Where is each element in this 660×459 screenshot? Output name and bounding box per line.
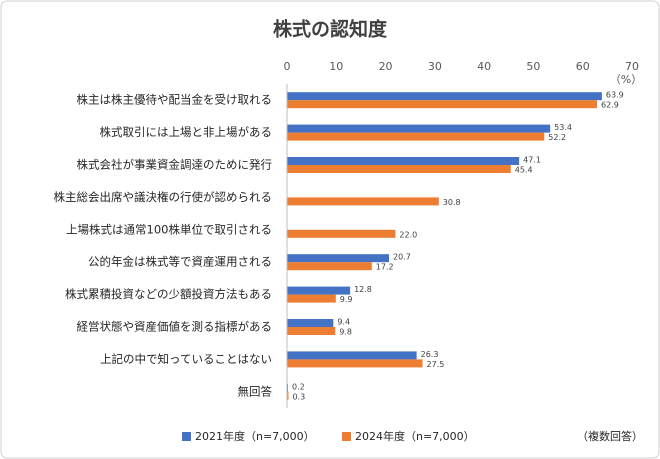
bar <box>287 359 423 368</box>
y-tick-label: 経営状態や資産価値を測る指標がある <box>77 320 273 334</box>
bar <box>287 319 334 327</box>
x-tick-label: 0 <box>284 60 291 73</box>
data-label: 20.7 <box>393 253 411 262</box>
bar <box>287 157 520 165</box>
bar <box>287 132 545 141</box>
legend-label: 2021年度（n=7,000） <box>195 429 315 443</box>
data-label: 27.5 <box>427 360 445 369</box>
x-tick-label: 30 <box>428 60 442 73</box>
data-label: 53.4 <box>554 123 572 132</box>
data-label: 62.9 <box>601 101 619 110</box>
bar <box>287 391 289 400</box>
y-tick-label: 株主は株主優待や配当金を受け取れる <box>77 93 273 107</box>
y-tick-label: 無回答 <box>238 384 273 398</box>
data-label: 22.0 <box>399 230 417 239</box>
x-tick-label: 40 <box>477 60 491 73</box>
data-label: 47.1 <box>523 156 541 165</box>
chart-title: 株式の認知度 <box>273 18 388 41</box>
data-label: 63.9 <box>606 91 624 100</box>
bar <box>287 294 336 303</box>
data-label: 0.3 <box>292 392 305 401</box>
bar <box>287 124 551 133</box>
data-label: 9.9 <box>340 295 353 304</box>
data-label: 45.4 <box>515 166 533 175</box>
y-tick-label: 公的年金は株式等で資産運用される <box>88 255 272 269</box>
y-tick-label: 上記の中で知っていることはない <box>100 352 272 366</box>
data-label: 52.2 <box>548 133 566 142</box>
legend-swatch <box>182 432 191 441</box>
bar <box>287 197 439 206</box>
bar <box>287 92 602 101</box>
legend-swatch <box>342 432 351 441</box>
data-label: 30.8 <box>443 198 461 207</box>
bar <box>287 229 396 238</box>
y-tick-label: 株式累積投資などの少額投資方法もある <box>65 287 272 301</box>
data-label: 17.2 <box>376 263 394 272</box>
bar <box>287 351 417 360</box>
bar <box>287 254 390 263</box>
bar <box>287 327 336 335</box>
legend-label: 2024年度（n=7,000） <box>355 429 475 443</box>
y-tick-label: 株式取引には上場と非上場がある <box>100 125 273 139</box>
x-tick-label: 70 <box>625 60 639 73</box>
x-tick-label: 50 <box>526 60 540 73</box>
bar <box>287 165 511 173</box>
x-tick-label: 10 <box>329 60 343 73</box>
x-tick-label: 20 <box>379 60 393 73</box>
data-label: 0.2 <box>292 382 305 391</box>
x-axis-unit: （%） <box>610 73 642 86</box>
bar <box>287 100 598 109</box>
x-tick-label: 60 <box>576 60 590 73</box>
note: （複数回答） <box>577 429 643 443</box>
data-label: 12.8 <box>354 285 372 294</box>
data-label: 9.8 <box>339 328 352 337</box>
bar <box>287 262 372 271</box>
y-tick-label: 株式会社が事業資金調達のために発行 <box>77 158 273 172</box>
y-tick-label: 株主総会出席や議決権の行使が認められる <box>54 190 273 204</box>
bar <box>287 286 351 295</box>
data-label: 9.4 <box>337 318 350 327</box>
data-label: 26.3 <box>421 350 439 359</box>
y-tick-label: 上場株式は通常100株単位で取引される <box>66 222 272 236</box>
